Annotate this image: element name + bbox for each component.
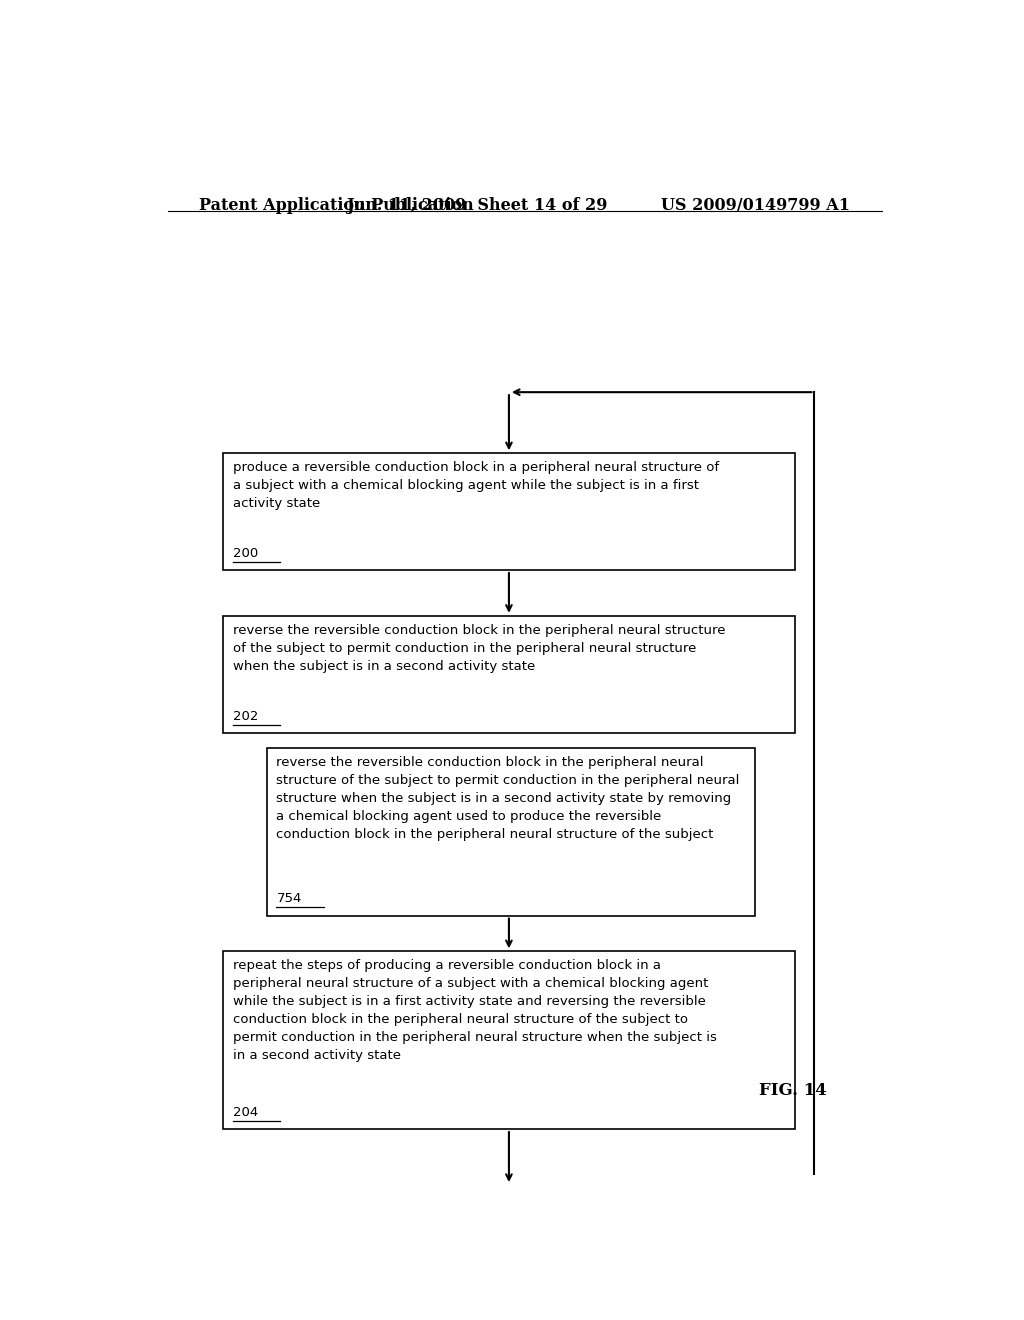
FancyBboxPatch shape xyxy=(223,952,795,1129)
Text: 754: 754 xyxy=(276,892,302,906)
FancyBboxPatch shape xyxy=(223,615,795,733)
Text: repeat the steps of producing a reversible conduction block in a
peripheral neur: repeat the steps of producing a reversib… xyxy=(232,960,717,1063)
Text: reverse the reversible conduction block in the peripheral neural
structure of th: reverse the reversible conduction block … xyxy=(276,756,739,841)
Text: US 2009/0149799 A1: US 2009/0149799 A1 xyxy=(662,197,850,214)
Text: Jun. 11, 2009  Sheet 14 of 29: Jun. 11, 2009 Sheet 14 of 29 xyxy=(346,197,608,214)
Text: FIG. 14: FIG. 14 xyxy=(759,1081,826,1098)
Text: reverse the reversible conduction block in the peripheral neural structure
of th: reverse the reversible conduction block … xyxy=(232,624,725,673)
Text: 202: 202 xyxy=(232,710,258,722)
FancyBboxPatch shape xyxy=(223,453,795,570)
Text: 200: 200 xyxy=(232,546,258,560)
Text: Patent Application Publication: Patent Application Publication xyxy=(200,197,474,214)
FancyBboxPatch shape xyxy=(267,748,755,916)
Text: 204: 204 xyxy=(232,1106,258,1119)
Text: produce a reversible conduction block in a peripheral neural structure of
a subj: produce a reversible conduction block in… xyxy=(232,461,719,511)
